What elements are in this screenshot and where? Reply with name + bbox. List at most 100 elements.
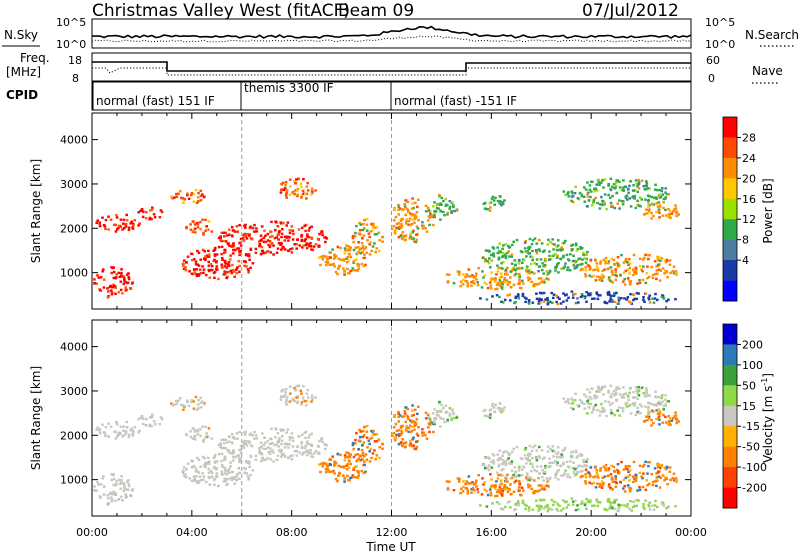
velocity-cell [266, 439, 270, 443]
power-cell [227, 228, 231, 231]
power-cell [607, 276, 611, 279]
velocity-cell [411, 404, 414, 407]
velocity-cell [632, 460, 636, 464]
power-cell [479, 297, 482, 300]
velocity-cell [570, 406, 573, 410]
noise-left-label: N.Sky [4, 28, 38, 42]
velocity-cell [654, 480, 657, 483]
velocity-cell [228, 451, 231, 454]
velocity-cell [363, 460, 366, 463]
velocity-cell [112, 490, 115, 493]
power-cell [582, 251, 585, 255]
power-cell [632, 268, 635, 272]
power-cell [645, 180, 648, 183]
power-cell [281, 228, 284, 231]
power-cell [594, 259, 597, 262]
freq-trace [92, 61, 691, 72]
power-cell [588, 267, 592, 270]
power-cell [347, 259, 351, 262]
power-cell [352, 248, 356, 252]
power-cell [270, 241, 274, 245]
power-cell [319, 263, 322, 267]
power-cell [535, 263, 538, 266]
power-cell [202, 233, 205, 236]
velocity-cell [634, 413, 638, 417]
velocity-cell [547, 479, 550, 482]
velocity-cell [285, 443, 288, 446]
power-cell [585, 253, 588, 256]
velocity-cell [192, 436, 196, 439]
power-cell [521, 292, 525, 296]
power-cell [411, 231, 415, 234]
power-cell [300, 185, 303, 188]
power-cell [571, 296, 575, 299]
power-cell [517, 281, 521, 284]
velocity-cell [488, 464, 491, 467]
power-cell [562, 267, 565, 270]
colorbar-tick-label: 100 [742, 359, 763, 372]
power-cell [368, 235, 371, 239]
power-cell [309, 245, 312, 248]
velocity-cell [435, 414, 439, 417]
velocity-cell [425, 437, 429, 440]
power-cell [197, 200, 200, 203]
power-cell [645, 272, 649, 275]
power-cell [480, 286, 484, 289]
power-cell [462, 278, 465, 282]
power-cell [356, 246, 360, 249]
velocity-cell [571, 402, 575, 405]
velocity-cell [527, 453, 530, 457]
velocity-cell [277, 449, 281, 452]
power-cell [159, 209, 163, 212]
velocity-cell [422, 431, 425, 434]
power-cell [665, 258, 669, 262]
velocity-cell [531, 508, 535, 511]
power-cell [434, 210, 438, 213]
power-cell [280, 248, 283, 251]
power-cell [562, 292, 565, 295]
velocity-cell [634, 386, 638, 389]
velocity-cell [637, 390, 640, 393]
power-cell [667, 208, 670, 211]
velocity-cell [476, 488, 479, 491]
power-cell [625, 298, 629, 301]
power-cell [277, 231, 281, 234]
colorbar-segment [723, 198, 737, 220]
velocity-cell [647, 505, 651, 508]
power-cell [217, 245, 221, 249]
velocity-cell [409, 439, 412, 443]
velocity-cell [339, 453, 342, 457]
power-cell [509, 299, 512, 302]
velocity-cell [114, 483, 118, 486]
power-cell [660, 295, 664, 299]
power-cell [124, 225, 128, 228]
velocity-cell [655, 472, 658, 475]
velocity-cell [294, 389, 298, 392]
power-cell [185, 225, 188, 229]
velocity-cell [520, 494, 523, 497]
power-cell [93, 278, 96, 281]
power-cell [617, 299, 621, 302]
velocity-cell [124, 487, 127, 491]
velocity-cell [648, 508, 652, 511]
velocity-cell [108, 492, 112, 495]
velocity-cell [624, 467, 628, 470]
power-cell [634, 272, 638, 275]
power-cell [460, 280, 463, 283]
velocity-cell [235, 479, 238, 482]
power-cell [303, 224, 307, 227]
velocity-cell [522, 466, 526, 469]
velocity-cell [543, 485, 546, 488]
power-cell [615, 261, 619, 265]
power-cell [353, 235, 357, 238]
velocity-cell [288, 400, 292, 403]
velocity-cell [122, 484, 126, 487]
power-cell [275, 236, 278, 239]
power-cell [674, 210, 678, 213]
velocity-cell [580, 500, 584, 503]
velocity-cell [249, 454, 253, 457]
velocity-cell [305, 392, 309, 395]
velocity-cell [539, 484, 543, 487]
power-cell [355, 253, 359, 256]
power-cell [119, 280, 123, 283]
